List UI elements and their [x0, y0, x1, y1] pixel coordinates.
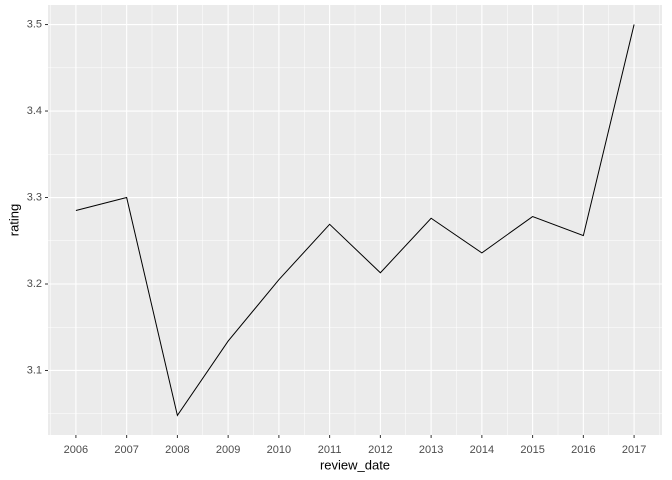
y-tick-label: 3.3	[27, 191, 42, 203]
x-tick-label: 2012	[368, 444, 392, 456]
x-tick-label: 2010	[267, 444, 291, 456]
x-axis-title: review_date	[320, 457, 390, 472]
x-tick-label: 2011	[318, 444, 342, 456]
y-tick-label: 3.1	[27, 364, 42, 376]
y-axis-title: rating	[6, 204, 21, 237]
y-tick-label: 3.5	[27, 18, 42, 30]
x-tick-label: 2007	[114, 444, 138, 456]
line	[75, 24, 635, 417]
x-tick-label: 2009	[216, 444, 240, 456]
y-tick-label: 3.2	[27, 278, 42, 290]
x-tick-label: 2015	[520, 444, 544, 456]
x-tick-label: 2008	[165, 444, 189, 456]
x-tick-label: 2017	[622, 444, 646, 456]
x-tick-label: 2006	[64, 444, 88, 456]
x-tick-label: 2016	[571, 444, 595, 456]
x-tick-label: 2013	[419, 444, 443, 456]
x-tick-label: 2014	[470, 444, 494, 456]
y-tick-label: 3.4	[27, 105, 42, 117]
